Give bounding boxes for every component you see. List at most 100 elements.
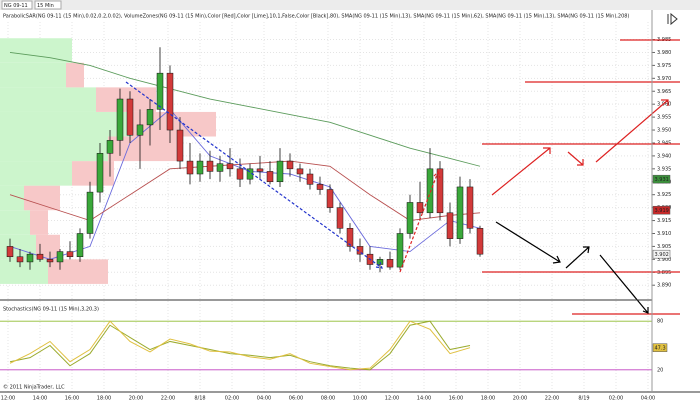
y-tick-label: 3.925 — [657, 192, 671, 198]
arrow — [595, 99, 669, 163]
candle-body — [296, 168, 304, 175]
candle-body — [196, 160, 204, 175]
arrow — [565, 246, 590, 269]
candle-body — [216, 163, 224, 172]
x-tick-label: 16:00 — [449, 396, 463, 402]
x-tick-label: 02:00 — [225, 396, 239, 402]
interval: 15 Min — [37, 3, 54, 9]
x-tick-label: 14:00 — [417, 396, 431, 402]
y-tick-label: 3.950 — [657, 128, 671, 134]
candle-body — [446, 212, 454, 239]
volume-zone-up — [0, 259, 48, 284]
candle-body — [16, 256, 24, 263]
price-label: 3.919 — [655, 208, 669, 214]
candle-body — [426, 168, 434, 214]
arrow — [491, 147, 551, 196]
volume-zone-up — [0, 38, 72, 63]
candle-body — [156, 72, 164, 110]
x-tick-label: 20:00 — [129, 396, 143, 402]
candle-body — [326, 189, 334, 208]
candle-body — [456, 186, 464, 239]
toolbar — [0, 0, 700, 10]
candle-body — [336, 207, 344, 229]
x-tick-label: 04:00 — [641, 396, 655, 402]
candle-body — [136, 124, 144, 136]
y-tick-label: 3.890 — [657, 283, 671, 289]
instrument-box[interactable] — [1, 0, 33, 10]
candle-body — [236, 168, 244, 180]
candle-body — [346, 228, 354, 247]
candle-body — [476, 228, 484, 255]
candle-body — [96, 153, 104, 193]
candle-body — [396, 233, 404, 268]
volume-zone-down — [24, 185, 60, 211]
y-tick-label: 3.980 — [657, 50, 671, 56]
y-tick-label: 3.905 — [657, 244, 671, 250]
candle-body — [406, 202, 414, 234]
indicator-legend: ParabolicSAR(NG 09-11 (15 Min),0.02,0.2,… — [3, 14, 629, 20]
candle-body — [206, 160, 214, 172]
candle-body — [376, 259, 384, 265]
candle-body — [466, 186, 474, 229]
y-tick-label: 3.895 — [657, 270, 671, 276]
candle-body — [56, 251, 64, 263]
x-tick-label: 02:00 — [609, 396, 623, 402]
volume-zone-up — [0, 87, 96, 112]
candle-body — [226, 163, 234, 170]
volume-zone-up — [0, 210, 30, 235]
x-tick-label: 10:00 — [353, 396, 367, 402]
arrow — [399, 170, 441, 273]
candle-body — [276, 160, 284, 183]
candle-body — [146, 109, 154, 126]
volume-zone-down — [30, 210, 48, 235]
y-tick-label: 3.965 — [657, 89, 671, 95]
candle-body — [286, 160, 294, 170]
price-label-box — [652, 205, 671, 215]
volume-zone-down — [72, 161, 114, 186]
stoch-label-box — [652, 343, 668, 352]
y-tick-label: 3.975 — [657, 63, 671, 69]
candle-body — [6, 246, 14, 258]
candle-body — [256, 168, 264, 172]
stoch-label: 47.3 — [655, 346, 666, 352]
candle-body — [76, 233, 84, 258]
candle-body — [266, 171, 274, 183]
candle-body — [116, 98, 124, 141]
x-tick-label: 8/19 — [578, 396, 589, 402]
y-tick-label: 3.940 — [657, 153, 671, 159]
volume-zone-down — [132, 111, 216, 137]
volume-zone-down — [48, 259, 108, 284]
x-tick-label: 8/18 — [194, 396, 205, 402]
arrow — [125, 81, 383, 269]
y-tick-label: 3.910 — [657, 231, 671, 237]
x-tick-label: 18:00 — [97, 396, 111, 402]
candle-body — [436, 168, 444, 214]
candle-body — [26, 253, 34, 263]
copyright: © 2011 NinjaTrader, LLC — [3, 384, 65, 391]
arrow — [599, 254, 649, 314]
volume-zone-up — [0, 111, 132, 137]
candle-body — [66, 251, 74, 258]
candle-body — [166, 72, 174, 131]
candle-body — [386, 259, 394, 268]
interval-box[interactable] — [34, 0, 62, 10]
volume-zone-down — [66, 62, 84, 88]
volume-zone-down — [96, 87, 156, 112]
y-tick-label: 3.970 — [657, 76, 671, 82]
candle-body — [86, 191, 94, 234]
x-tick-label: 04:00 — [257, 396, 271, 402]
x-tick-label: 20:00 — [513, 396, 527, 402]
instrument: NG 09-11 — [4, 3, 28, 9]
volume-zone-up — [0, 136, 108, 162]
y-tick-label: 80 — [657, 319, 663, 325]
arrow — [567, 151, 584, 166]
plot: 12:00 14:00 16:00 18:00 20:00 22:00 8/18 02:00 0… — [0, 22, 671, 402]
y-tick-label: 3.935 — [657, 166, 671, 172]
y-tick-label: 3.900 — [657, 257, 671, 263]
volume-zone-up — [0, 161, 72, 186]
x-tick-label: 12:00 — [1, 396, 15, 402]
x-tick-label: 06:00 — [289, 396, 303, 402]
scroll-end-icon[interactable] — [667, 12, 678, 26]
candle-body — [316, 184, 324, 190]
